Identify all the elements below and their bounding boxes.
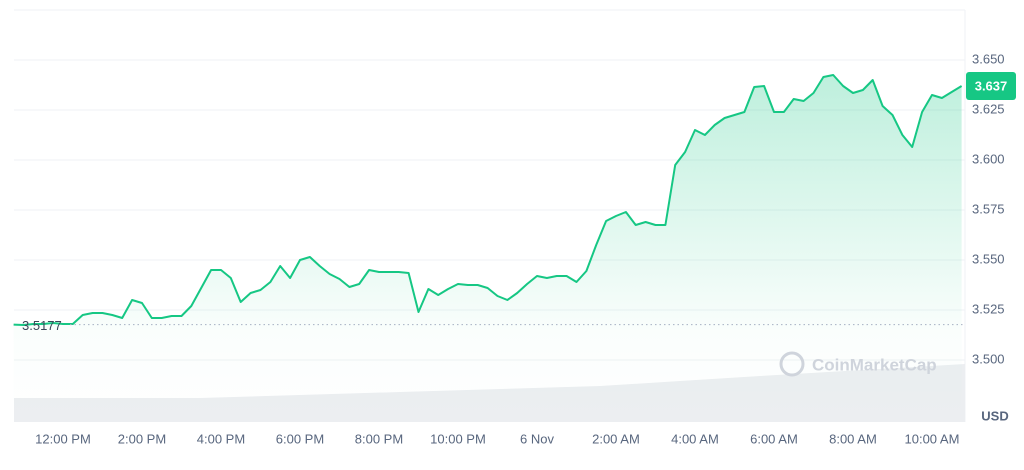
x-tick-label: 10:00 AM <box>905 431 960 446</box>
y-tick-label: 3.650 <box>972 51 1005 66</box>
current-price-label: 3.637 <box>975 78 1008 93</box>
y-tick-label: 3.525 <box>972 301 1005 316</box>
reference-label: 3.5177 <box>22 318 62 333</box>
plot: 3.500 3.525 3.550 3.575 3.600 3.625 3.650 12:00… <box>13 51 1016 446</box>
current-price-tag <box>966 72 1016 100</box>
x-tick-label: 2:00 AM <box>592 431 640 446</box>
watermark-text: CoinMarketCap <box>812 355 937 374</box>
x-tick-label: 6:00 PM <box>276 431 324 446</box>
x-tick-label: 4:00 PM <box>197 431 245 446</box>
currency-label: USD <box>981 408 1008 423</box>
x-tick-label: 12:00 PM <box>35 431 91 446</box>
x-tick-label: 6 Nov <box>520 431 554 446</box>
price-area <box>13 75 962 420</box>
x-tick-label: 6:00 AM <box>750 431 798 446</box>
price-line <box>13 74 963 326</box>
y-tick-label: 3.500 <box>972 351 1005 366</box>
watermark: CoinMarketCap <box>779 351 937 377</box>
x-tick-label: 8:00 PM <box>355 431 403 446</box>
x-tick-label: 8:00 AM <box>829 431 877 446</box>
watermark-logo <box>779 351 805 377</box>
x-tick-label: 2:00 PM <box>118 431 166 446</box>
y-tick-label: 3.575 <box>972 201 1005 216</box>
x-tick-label: 10:00 PM <box>430 431 486 446</box>
y-tick-label: 3.625 <box>972 101 1005 116</box>
y-tick-label: 3.550 <box>972 251 1005 266</box>
x-tick-label: 4:00 AM <box>671 431 719 446</box>
y-tick-label: 3.600 <box>972 151 1005 166</box>
